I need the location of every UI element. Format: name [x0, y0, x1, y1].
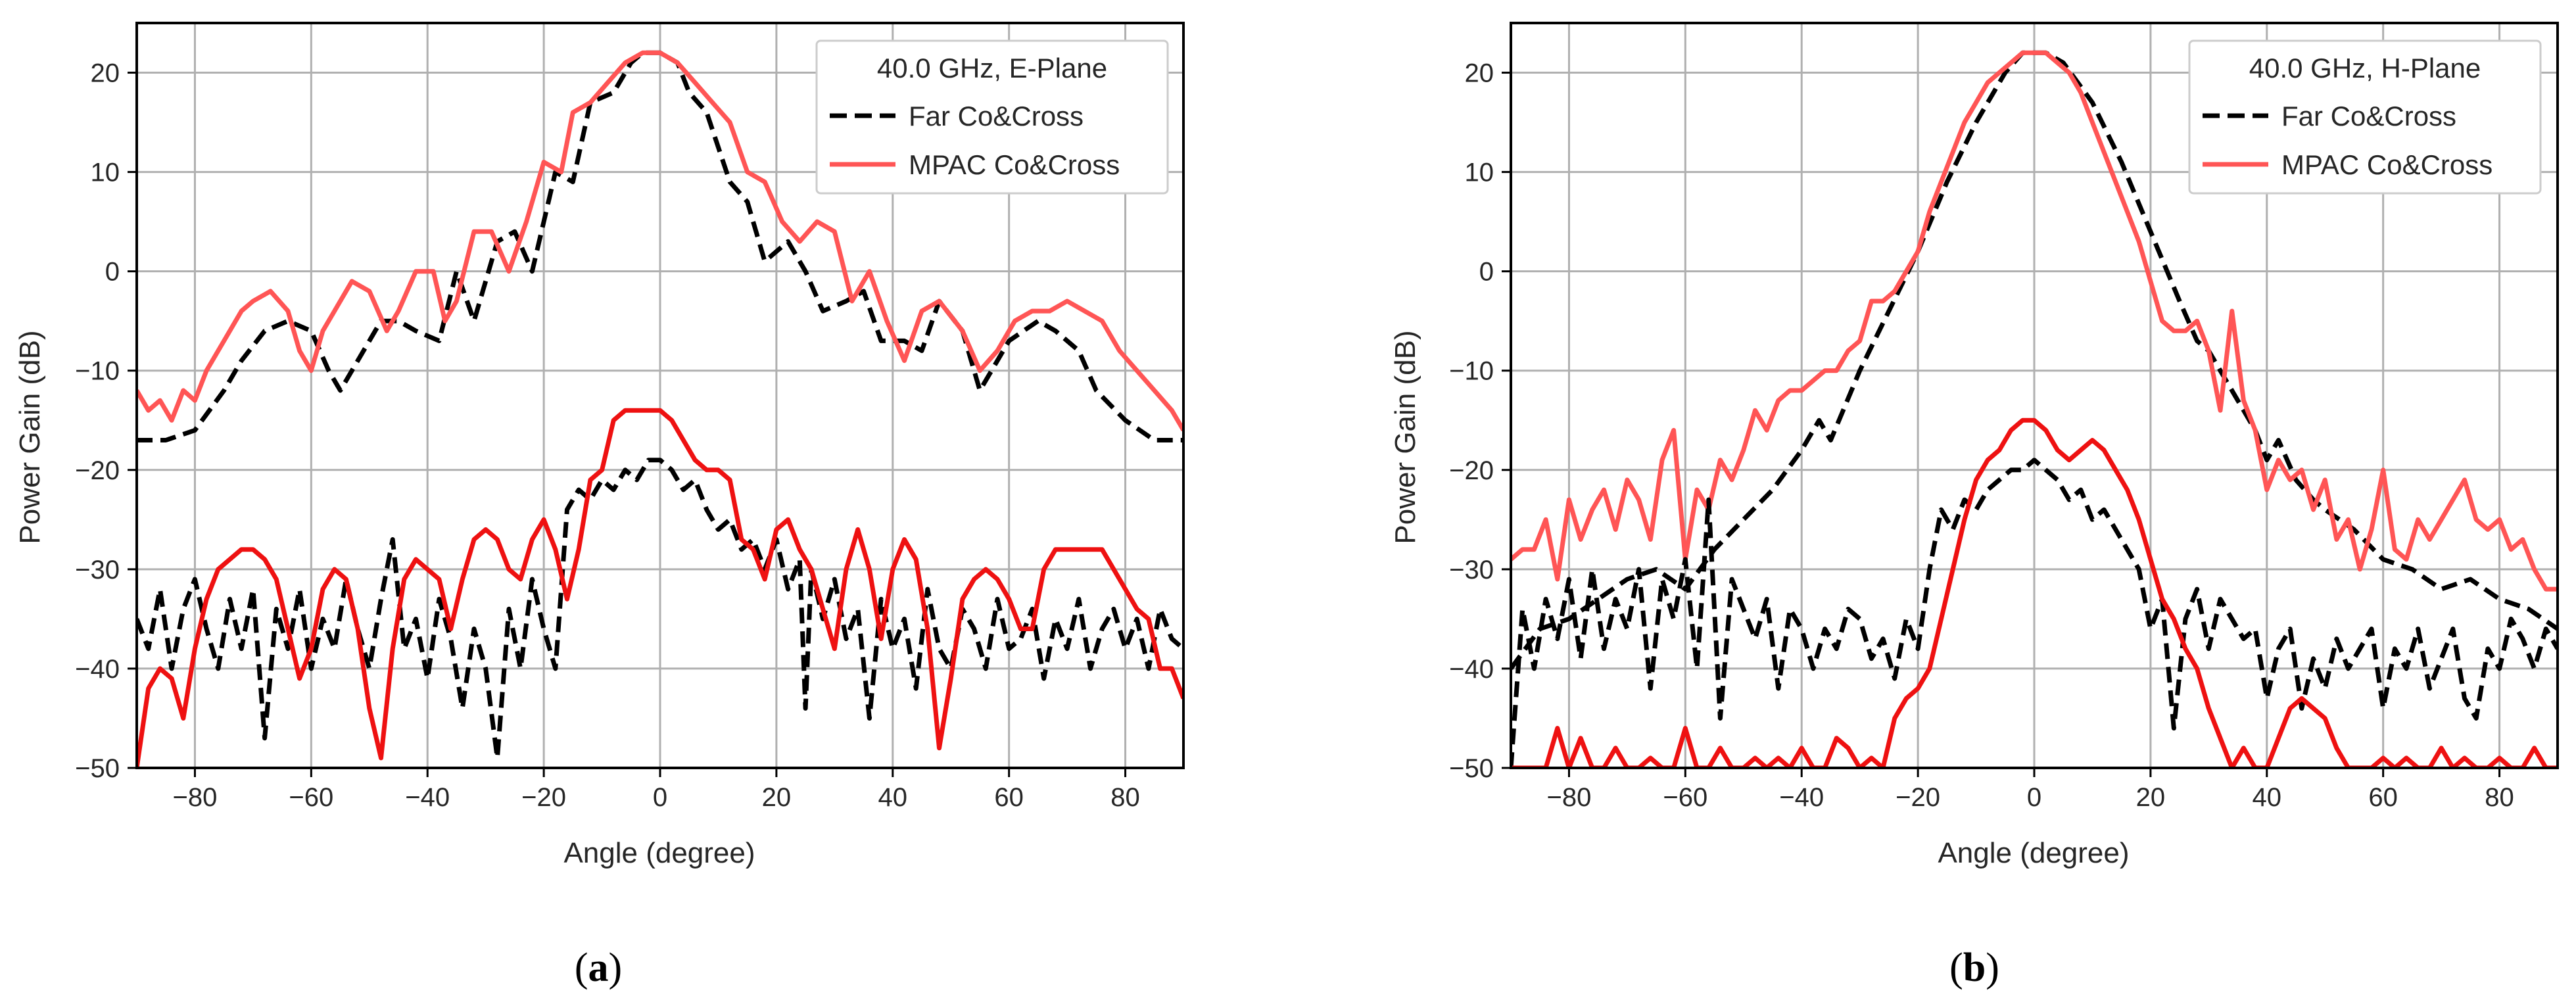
chart-panel-a: Power Gain (dB) Angle (degree) (a) −80 −6…	[14, 22, 1185, 990]
y-tick-label: −10	[75, 357, 120, 386]
x-tick-label: 20	[2136, 783, 2166, 812]
plot-area	[137, 50, 1183, 768]
legend-entry-far: Far Co&Cross	[909, 101, 1084, 131]
legend-entry-mpac: MPAC Co&Cross	[909, 149, 1120, 180]
y-tick-label: 0	[1479, 258, 1494, 287]
legend-entry-mpac: MPAC Co&Cross	[2281, 149, 2493, 180]
series-line	[1511, 50, 2558, 670]
x-tick-label: 60	[2368, 783, 2398, 812]
x-tick-label: −20	[521, 783, 566, 812]
y-tick-label: 10	[91, 158, 120, 187]
y-tick-label: 20	[1465, 59, 1494, 88]
x-axis-label: Angle (degree)	[563, 837, 755, 869]
x-tick-label: −20	[1896, 783, 1940, 812]
series-line	[137, 50, 1183, 432]
legend-title: 40.0 GHz, H-Plane	[2249, 53, 2481, 83]
x-tick-label: −60	[1663, 783, 1707, 812]
y-axis-label: Power Gain (dB)	[1389, 330, 1421, 544]
x-tick-label: 80	[1110, 783, 1140, 812]
x-tick-label: 0	[653, 783, 667, 812]
y-tick-label: −50	[1449, 754, 1494, 783]
x-tick-label: 40	[878, 783, 908, 812]
y-tick-label: −20	[1449, 456, 1494, 485]
x-tick-label: −60	[289, 783, 333, 812]
ticks: −80 −60 −40 −20 0 20 40 60 80 −50 −40 −30 −20 −10 0 10 2…	[1449, 59, 2514, 812]
y-tick-label: 0	[105, 258, 120, 287]
legend: 40.0 GHz, E-Plane Far Co&Cross MPAC Co&C…	[815, 39, 1169, 195]
x-tick-label: −80	[173, 783, 218, 812]
ticks: −80 −60 −40 −20 0 20 40 60 80 −50 −40 −30 −20 −10 0 10 2…	[75, 59, 1140, 812]
x-tick-label: 60	[994, 783, 1024, 812]
x-axis-label: Angle (degree)	[1938, 837, 2129, 869]
x-tick-label: −40	[1779, 783, 1824, 812]
series-line	[1511, 458, 2558, 768]
legend-entry-far: Far Co&Cross	[2281, 101, 2456, 131]
y-tick-label: −40	[1449, 655, 1494, 684]
panel-label: (b)	[1949, 945, 1999, 990]
y-tick-label: −50	[75, 754, 120, 783]
plot-area	[1511, 50, 2558, 768]
legend-box	[815, 39, 1169, 195]
y-tick-label: −30	[1449, 556, 1494, 584]
legend-box	[2188, 39, 2542, 195]
x-tick-label: 40	[2253, 783, 2282, 812]
y-tick-label: −10	[1449, 357, 1494, 386]
y-tick-label: −20	[75, 456, 120, 485]
y-tick-label: −40	[75, 655, 120, 684]
x-tick-label: −40	[405, 783, 450, 812]
chart-panel-b: Power Gain (dB) Angle (degree) (b) −80 −6…	[1389, 22, 2559, 990]
legend-title: 40.0 GHz, E-Plane	[877, 53, 1107, 83]
y-axis-label: Power Gain (dB)	[14, 330, 46, 544]
x-tick-label: 0	[2027, 783, 2041, 812]
panel-label: (a)	[575, 945, 622, 990]
y-tick-label: 20	[91, 59, 120, 88]
y-tick-label: 10	[1465, 158, 1494, 187]
x-tick-label: −80	[1547, 783, 1592, 812]
x-tick-label: 20	[762, 783, 792, 812]
series-line	[1511, 417, 2558, 768]
legend: 40.0 GHz, H-Plane Far Co&Cross MPAC Co&C…	[2188, 39, 2542, 195]
y-tick-label: −30	[75, 556, 120, 584]
series-line	[137, 408, 1183, 768]
x-tick-label: 80	[2485, 783, 2514, 812]
